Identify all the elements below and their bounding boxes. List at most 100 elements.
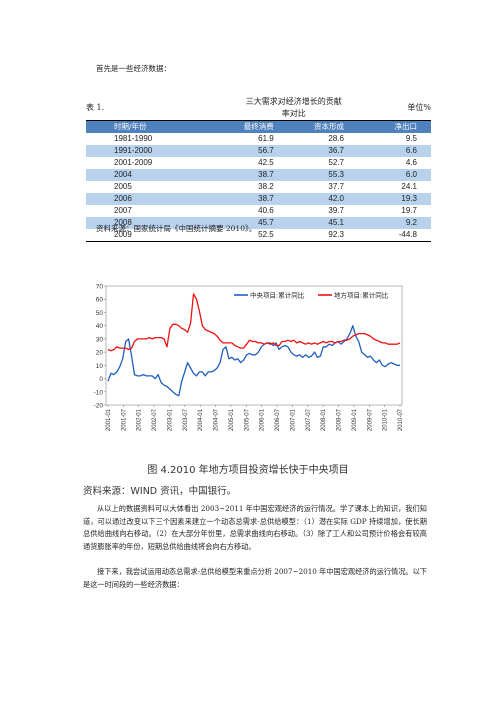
- row-capital: 28.6: [328, 134, 344, 143]
- paragraph-2: 接下来，我尝试运用动态总需求-总供给模型来重点分析 2007~2010 年中国宏…: [83, 567, 427, 589]
- row-capital: 45.1: [273, 217, 344, 229]
- header-consumption: 最终消费: [203, 120, 274, 133]
- row-consumption: 42.5: [258, 158, 274, 167]
- row-consumption: 56.7: [203, 145, 274, 157]
- table-header-row: 时期/年份 最终消费 资本形成 净出口: [86, 120, 431, 133]
- row-capital: 42.0: [273, 193, 344, 205]
- row-net-export: 4.6: [405, 158, 417, 167]
- y-tick-label: 20: [96, 350, 104, 357]
- x-tick-label: 2005-01: [229, 408, 235, 431]
- x-tick-label: 2003-07: [183, 408, 189, 431]
- x-tick-label: 2007-01: [290, 408, 296, 431]
- x-tick-label: 2001-01: [106, 408, 112, 431]
- plot-frame: [105, 285, 403, 406]
- table-label: 表 1.: [86, 96, 204, 121]
- y-tick-label: 60: [96, 297, 104, 304]
- x-tick-label: 2005-07: [244, 408, 250, 431]
- x-tick-label: 2004-01: [198, 408, 204, 431]
- table-row: 2009 52.5 92.3 -44.8: [86, 229, 431, 242]
- row-period: 2008: [86, 217, 204, 229]
- table-title: 三大需求对经济增长的贡献率对比: [203, 96, 344, 121]
- table-row: 1991-2000 56.7 36.7 6.6: [86, 145, 431, 157]
- figure-caption: 图 4.2010 年地方项目投资增长快于中央项目: [147, 465, 349, 476]
- table-source: 资料来源：国家统计局《中国统计摘要 2010》。: [96, 224, 257, 233]
- row-period: 2005: [114, 182, 132, 191]
- intro-text: 首先是一些经济数据：: [96, 64, 171, 73]
- row-period: 1991-2000: [86, 145, 204, 157]
- table-unit: 单位%: [344, 96, 431, 121]
- y-tick-label: 0: [99, 376, 103, 383]
- chart-lines: [107, 293, 401, 397]
- legend-label-1: 中央项目:累计同比: [250, 291, 305, 300]
- row-net-export: 6.6: [344, 145, 431, 157]
- row-period: 2004: [86, 169, 204, 181]
- y-tick-label: 40: [96, 323, 104, 330]
- row-net-export: 9.2: [344, 217, 431, 229]
- row-period: 2001-2009: [114, 158, 153, 167]
- table-row: 1981-1990 61.9 28.6 9.5: [86, 133, 431, 145]
- row-consumption: 38.7: [203, 193, 274, 205]
- row-capital: 92.3: [273, 229, 344, 242]
- table-row: 2005 38.2 37.7 24.1: [86, 181, 431, 193]
- row-period: 2009: [86, 229, 204, 242]
- x-tick-label: 2010-07: [398, 408, 404, 431]
- row-net-export: 24.1: [401, 182, 417, 191]
- row-capital: 52.7: [328, 158, 344, 167]
- row-net-export: 9.5: [405, 134, 417, 143]
- x-tick-label: 2002-01: [137, 408, 143, 431]
- x-tick-label: 2008-07: [337, 408, 343, 431]
- table-caption-row: 表 1. 三大需求对经济增长的贡献率对比 单位%: [86, 96, 431, 121]
- x-tick-label: 2004-07: [214, 408, 220, 431]
- table-row: 2008 45.7 45.1 9.2: [86, 217, 431, 229]
- y-tick-label: -10: [94, 389, 104, 396]
- header-net-export: 净出口: [344, 120, 431, 133]
- x-tick-label: 2008-01: [321, 408, 327, 431]
- row-net-export: 19.3: [344, 193, 431, 205]
- x-tick-label: 2001-07: [121, 408, 127, 431]
- series-line-1: [107, 325, 400, 397]
- x-tick-label: 2009-01: [352, 408, 358, 431]
- row-consumption: 52.5: [203, 229, 274, 242]
- row-net-export: 6.0: [344, 169, 431, 181]
- row-capital: 37.7: [328, 182, 344, 191]
- y-tick-label: 70: [96, 284, 104, 291]
- row-period: 2007: [114, 206, 132, 215]
- row-consumption: 45.7: [203, 217, 274, 229]
- x-tick-label: 2009-07: [367, 408, 373, 431]
- row-consumption: 61.9: [258, 134, 274, 143]
- x-tick-label: 2006-01: [260, 408, 266, 431]
- table-body: 1981-1990 61.9 28.6 9.5 1991-2000 56.7 36.7 6.6…: [86, 133, 431, 242]
- x-tick-label: 2006-07: [275, 408, 281, 431]
- table-row: 2001-2009 42.5 52.7 4.6: [86, 157, 431, 169]
- row-capital: 39.7: [328, 206, 344, 215]
- y-tick-label: 30: [96, 336, 104, 343]
- x-tick-label: 2003-01: [167, 408, 173, 431]
- y-tick-label: 50: [96, 310, 104, 317]
- row-capital: 36.7: [273, 145, 344, 157]
- table-row: 2007 40.6 39.7 19.7: [86, 205, 431, 217]
- header-period: 时期/年份: [86, 120, 204, 133]
- row-period: 2006: [86, 193, 204, 205]
- row-capital: 55.3: [273, 169, 344, 181]
- contribution-table: 表 1. 三大需求对经济增长的贡献率对比 单位% 时期/年份 最终消费 资本形成…: [86, 96, 431, 242]
- table-row: 2004 38.7 55.3 6.0: [86, 169, 431, 181]
- x-tick-label: 2002-07: [152, 408, 158, 431]
- row-net-export: 19.7: [401, 206, 417, 215]
- figure-source: 资料来源：WIND 资讯，中国银行。: [83, 486, 237, 497]
- series-line-2: [107, 293, 401, 352]
- row-net-export: -44.8: [344, 229, 431, 242]
- legend-label-2: 地方项目:累计同比: [334, 291, 389, 300]
- row-period: 1981-1990: [114, 134, 153, 143]
- table-row: 2006 38.7 42.0 19.3: [86, 193, 431, 205]
- chart-legend: 中央项目:累计同比 地方项目:累计同比: [234, 291, 389, 300]
- y-tick-label: 10: [96, 363, 104, 370]
- header-capital: 资本形成: [273, 120, 344, 133]
- x-tick-label: 2007-07: [306, 408, 312, 431]
- row-consumption: 38.2: [258, 182, 274, 191]
- row-consumption: 40.6: [258, 206, 274, 215]
- row-consumption: 38.7: [203, 169, 274, 181]
- paragraph-1: 从以上的数据资料可以大体看出 2003~2011 年中国宏观经济的运行情况。学了…: [83, 504, 427, 551]
- x-tick-label: 2010-01: [383, 408, 389, 431]
